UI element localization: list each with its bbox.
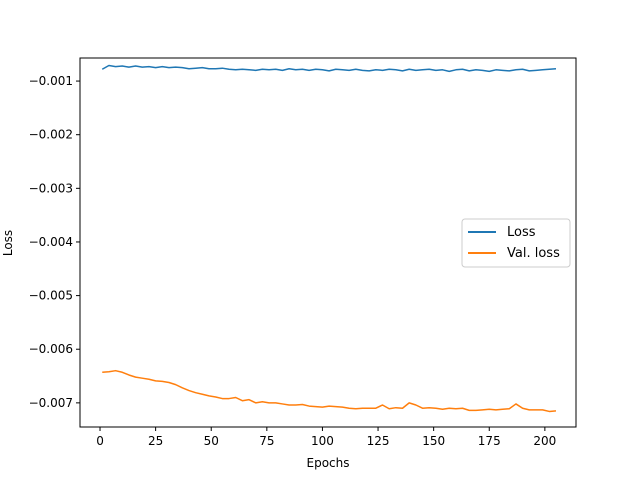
x-tick-label: 200 xyxy=(533,434,556,448)
y-tick-label: −0.004 xyxy=(29,235,73,249)
x-tick-label: 50 xyxy=(204,434,219,448)
x-tick-label: 150 xyxy=(422,434,445,448)
plot-lines xyxy=(101,64,557,413)
x-axis-ticks: 0 25 50 75 100 125 150 175 200 xyxy=(96,427,556,448)
x-tick-label: 100 xyxy=(311,434,334,448)
series-line-loss xyxy=(101,64,557,73)
y-tick-label: −0.005 xyxy=(29,289,73,303)
series-line-val-loss xyxy=(102,369,557,413)
x-axis-label: Epochs xyxy=(307,456,350,470)
legend-label-loss: Loss xyxy=(507,225,536,240)
plot-frame xyxy=(79,57,577,428)
y-tick-label: −0.002 xyxy=(29,128,73,142)
legend: Loss Val. loss xyxy=(461,218,571,268)
y-tick-label: −0.001 xyxy=(29,74,73,88)
x-tick-label: 125 xyxy=(367,434,390,448)
x-tick-label: 75 xyxy=(259,434,274,448)
y-axis-label: Loss xyxy=(1,230,15,256)
y-tick-label: −0.006 xyxy=(29,342,73,356)
x-tick-label: 0 xyxy=(96,434,104,448)
x-tick-label: 25 xyxy=(148,434,163,448)
y-tick-label: −0.003 xyxy=(29,181,73,195)
legend-label-val-loss: Val. loss xyxy=(507,246,560,261)
x-tick-label: 175 xyxy=(478,434,501,448)
y-tick-label: −0.007 xyxy=(29,396,73,410)
y-axis-ticks: −0.001 −0.002 −0.003 −0.004 −0.005 −0.006 −0.0… xyxy=(29,74,80,410)
